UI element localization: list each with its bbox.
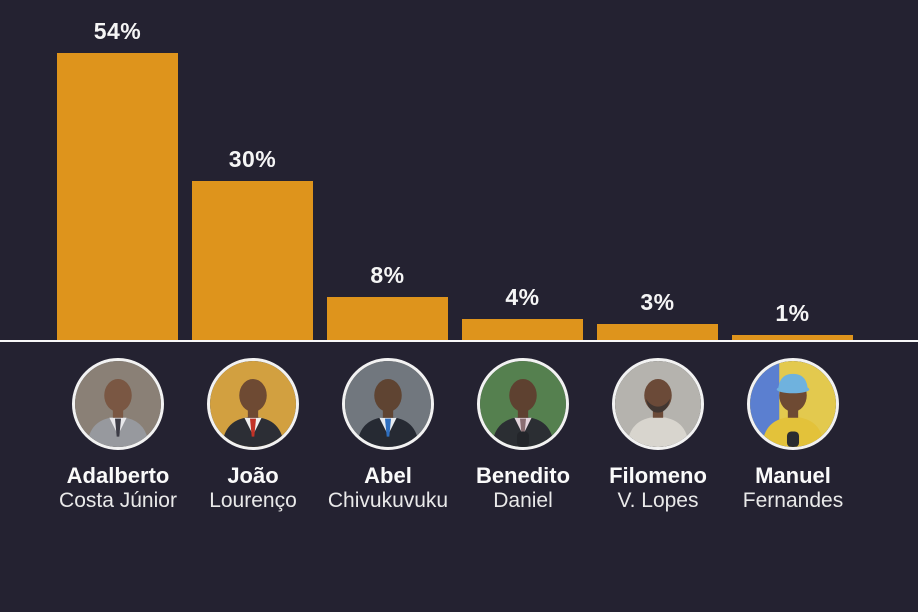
bar [462, 319, 583, 340]
bar-value-label: 3% [640, 289, 675, 315]
candidate-avatar [477, 358, 569, 450]
bar [57, 53, 178, 340]
candidate-first-name: Abel [364, 463, 412, 488]
candidate-last-name: V. Lopes [617, 489, 699, 512]
candidate-last-name: Fernandes [742, 489, 844, 512]
candidate-avatar [342, 358, 434, 450]
bar-column: 4% [462, 0, 583, 340]
candidate-first-name: Filomeno [609, 463, 707, 488]
bar-column: 1% [732, 0, 853, 340]
candidate: João Lourenço [178, 358, 328, 513]
candidate: Manuel Fernandes [718, 358, 868, 513]
bar-column: 8% [327, 0, 448, 340]
candidate: Filomeno V. Lopes [583, 358, 733, 513]
candidate: Adalberto Costa Júnior [43, 358, 193, 513]
candidate-avatar [612, 358, 704, 450]
bar-value-label: 8% [370, 262, 405, 288]
candidate-last-name: Lourenço [209, 489, 297, 512]
candidate-last-name: Costa Júnior [59, 489, 177, 512]
bar-column: 3% [597, 0, 718, 340]
bar-value-label: 54% [93, 18, 142, 44]
candidate-avatar [72, 358, 164, 450]
bar-value-label: 1% [775, 300, 810, 326]
bar-column: 54% [57, 0, 178, 340]
candidate-avatar [747, 358, 839, 450]
candidate-first-name: João [227, 463, 279, 488]
bar [732, 335, 853, 340]
candidate-avatar [207, 358, 299, 450]
candidate: Benedito Daniel [448, 358, 598, 513]
bar-value-label: 30% [228, 146, 277, 172]
candidate-first-name: Benedito [475, 463, 571, 488]
axis-baseline [0, 340, 918, 342]
candidate-first-name: Manuel [755, 463, 831, 488]
bar [327, 297, 448, 340]
candidate-last-name: Daniel [493, 489, 553, 512]
bar-value-label: 4% [505, 284, 540, 310]
bar [192, 181, 313, 340]
candidate: Abel Chivukuvuku [313, 358, 463, 513]
candidate-first-name: Adalberto [66, 463, 170, 488]
bar-column: 30% [192, 0, 313, 340]
candidate-last-name: Chivukuvuku [327, 489, 449, 512]
chart-plot-area: 54% 30% 8% 4% 3% 1% [57, 0, 853, 340]
bar [597, 324, 718, 340]
